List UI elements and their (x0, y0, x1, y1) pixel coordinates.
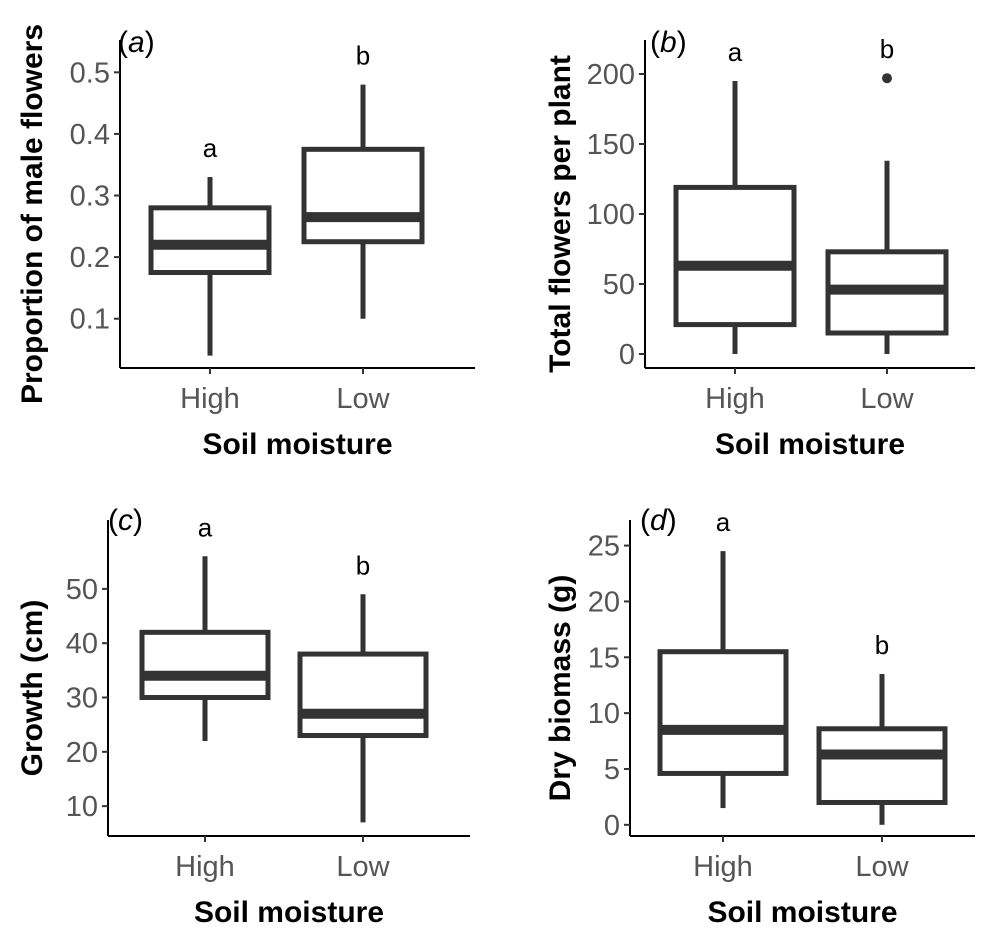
significance-letter: b (880, 34, 894, 64)
y-tick-label: 0.4 (70, 119, 110, 151)
y-tick-label: 100 (587, 199, 635, 231)
box-high (673, 184, 797, 328)
y-tick-label: 25 (588, 531, 620, 563)
y-tick-label: 10 (66, 791, 98, 823)
y-tick-label: 50 (603, 269, 635, 301)
significance-letter: b (356, 41, 370, 71)
box-high (139, 629, 271, 701)
significance-letter: b (875, 630, 889, 660)
x-tick-label: High (175, 851, 235, 883)
significance-letter: a (728, 37, 743, 67)
box-low (297, 651, 429, 739)
panel-label: (a) (118, 26, 155, 59)
y-axis-title: Proportion of male flowers (16, 24, 49, 404)
significance-letter: b (356, 550, 370, 580)
y-tick-label: 10 (588, 698, 620, 730)
x-tick-label: Low (855, 851, 909, 883)
panel-label: (b) (650, 26, 687, 59)
x-tick-label: Low (860, 383, 914, 415)
x-tick-label: Low (336, 383, 390, 415)
y-axis-title: Total flowers per plant (544, 55, 577, 373)
y-tick-label: 5 (604, 754, 620, 786)
x-tick-label: High (180, 383, 240, 415)
x-axis-title: Soil moisture (707, 896, 897, 929)
y-tick-label: 0.3 (70, 181, 110, 213)
significance-letter: a (198, 512, 213, 542)
significance-letter: a (716, 507, 731, 537)
y-tick-label: 30 (66, 683, 98, 715)
box-low (301, 146, 425, 245)
x-tick-label: High (705, 383, 765, 415)
x-tick-label: High (693, 851, 753, 883)
chart-panel-2: 0 50 100 150 200 High Low a b Soil moisture Total … (544, 26, 975, 461)
y-axis-title: Growth (cm) (16, 600, 49, 777)
y-tick-label: 0 (619, 339, 635, 371)
x-axis-title: Soil moisture (202, 428, 392, 461)
outlier-point (882, 73, 892, 84)
y-tick-label: 15 (588, 642, 620, 674)
y-tick-label: 20 (66, 737, 98, 769)
chart-panel-1: 0.1 0.2 0.3 0.4 0.5 High Low a b Soil moisture Pro… (16, 24, 475, 461)
y-tick-label: 0.1 (70, 304, 110, 336)
x-tick-label: Low (336, 851, 390, 883)
y-tick-label: 150 (587, 129, 635, 161)
box-low (816, 726, 948, 805)
chart-panel-4: 0 5 10 15 20 25 High Low a b Soil moisture Dry biom… (544, 504, 975, 929)
x-axis-title: Soil moisture (194, 896, 384, 929)
y-tick-label: 0.5 (70, 57, 110, 89)
x-axis-title: Soil moisture (715, 428, 905, 461)
y-tick-label: 20 (588, 586, 620, 618)
y-axis-title: Dry biomass (g) (544, 575, 577, 802)
panel-label: (c) (108, 504, 143, 537)
y-tick-label: 0 (604, 810, 620, 842)
y-tick-label: 40 (66, 628, 98, 660)
significance-letter: a (203, 133, 218, 163)
y-tick-label: 0.2 (70, 242, 110, 274)
chart-panel-3: 10 20 30 40 50 High Low a b Soil moisture Growth (… (16, 504, 470, 929)
y-tick-label: 200 (587, 59, 635, 91)
y-tick-label: 50 (66, 574, 98, 606)
panel-label: (d) (640, 504, 677, 537)
box-high (657, 649, 789, 776)
